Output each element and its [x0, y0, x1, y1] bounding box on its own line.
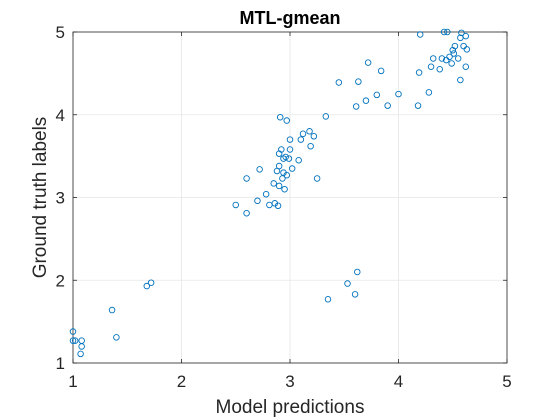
data-point	[256, 166, 263, 173]
data-point	[451, 42, 459, 50]
data-point	[460, 42, 467, 50]
data-point	[285, 155, 293, 162]
data-point	[395, 90, 402, 98]
data-point	[147, 279, 155, 286]
x-tick-label: 4	[394, 372, 403, 391]
data-point	[286, 146, 294, 153]
data-point	[274, 202, 282, 210]
data-point	[448, 60, 455, 67]
data-point	[414, 102, 422, 109]
data-point	[307, 142, 314, 150]
y-tick-label: 4	[56, 106, 65, 125]
y-tick-label: 5	[56, 23, 65, 42]
x-tick-label: 5	[502, 372, 511, 391]
data-point	[78, 343, 85, 350]
data-point	[344, 280, 351, 287]
data-point	[462, 63, 470, 71]
data-point	[286, 136, 294, 143]
data-point	[444, 28, 451, 36]
data-point	[364, 59, 372, 66]
data-point	[243, 175, 250, 182]
y-tick-label: 3	[56, 189, 65, 208]
data-point	[143, 282, 151, 290]
data-point	[299, 130, 307, 138]
scatter-points	[69, 28, 471, 358]
x-axis-label: Model predictions	[216, 397, 365, 418]
data-point	[71, 337, 79, 344]
data-point	[442, 56, 450, 64]
x-tick-label: 1	[68, 372, 77, 391]
data-point	[438, 55, 446, 62]
data-point	[415, 69, 423, 76]
y-tick-label: 1	[56, 354, 65, 373]
data-point	[310, 133, 318, 140]
y-tick-label: 2	[56, 271, 65, 290]
data-point	[450, 50, 458, 57]
data-point	[275, 162, 283, 170]
data-point	[297, 136, 305, 143]
data-point	[440, 28, 448, 36]
ticks: 1 2 3 4 5 1 2 3 4 5	[56, 23, 512, 391]
data-point	[283, 171, 290, 179]
data-point	[355, 78, 362, 85]
data-point	[77, 350, 84, 358]
x-tick-label: 3	[285, 372, 294, 391]
data-point	[384, 102, 391, 109]
data-point	[354, 268, 361, 276]
data-point	[278, 146, 285, 153]
data-point	[416, 31, 424, 38]
data-point	[446, 53, 453, 61]
data-point	[322, 113, 330, 120]
data-point	[295, 157, 302, 164]
data-point	[427, 63, 435, 71]
data-point	[377, 67, 385, 75]
data-point	[69, 337, 77, 344]
data-point	[108, 306, 116, 314]
data-point	[429, 55, 437, 62]
data-point	[69, 328, 77, 335]
data-point	[351, 291, 359, 298]
data-point	[275, 182, 283, 190]
chart-title: MTL-gmean	[240, 8, 341, 28]
data-point	[362, 97, 370, 104]
data-point	[282, 153, 289, 161]
data-point	[335, 79, 343, 86]
data-point	[352, 103, 360, 110]
data-point	[425, 89, 433, 96]
data-point	[262, 190, 270, 198]
data-point	[462, 32, 470, 40]
data-point	[306, 128, 313, 135]
data-point	[288, 165, 296, 172]
data-point	[373, 91, 381, 99]
data-point	[283, 117, 290, 124]
y-axis-label: Ground truth labels	[30, 117, 51, 279]
data-point	[232, 201, 239, 209]
data-point	[281, 185, 288, 193]
data-point	[454, 55, 462, 62]
data-point	[463, 46, 471, 53]
x-tick-label: 2	[177, 372, 186, 391]
data-point	[313, 175, 321, 182]
data-point	[254, 197, 261, 205]
data-point	[243, 209, 250, 217]
data-point	[270, 180, 277, 187]
data-point	[436, 65, 443, 73]
data-point	[458, 29, 465, 37]
data-point	[276, 113, 284, 121]
data-point	[457, 76, 464, 84]
data-point	[324, 296, 332, 303]
data-point	[113, 334, 120, 341]
